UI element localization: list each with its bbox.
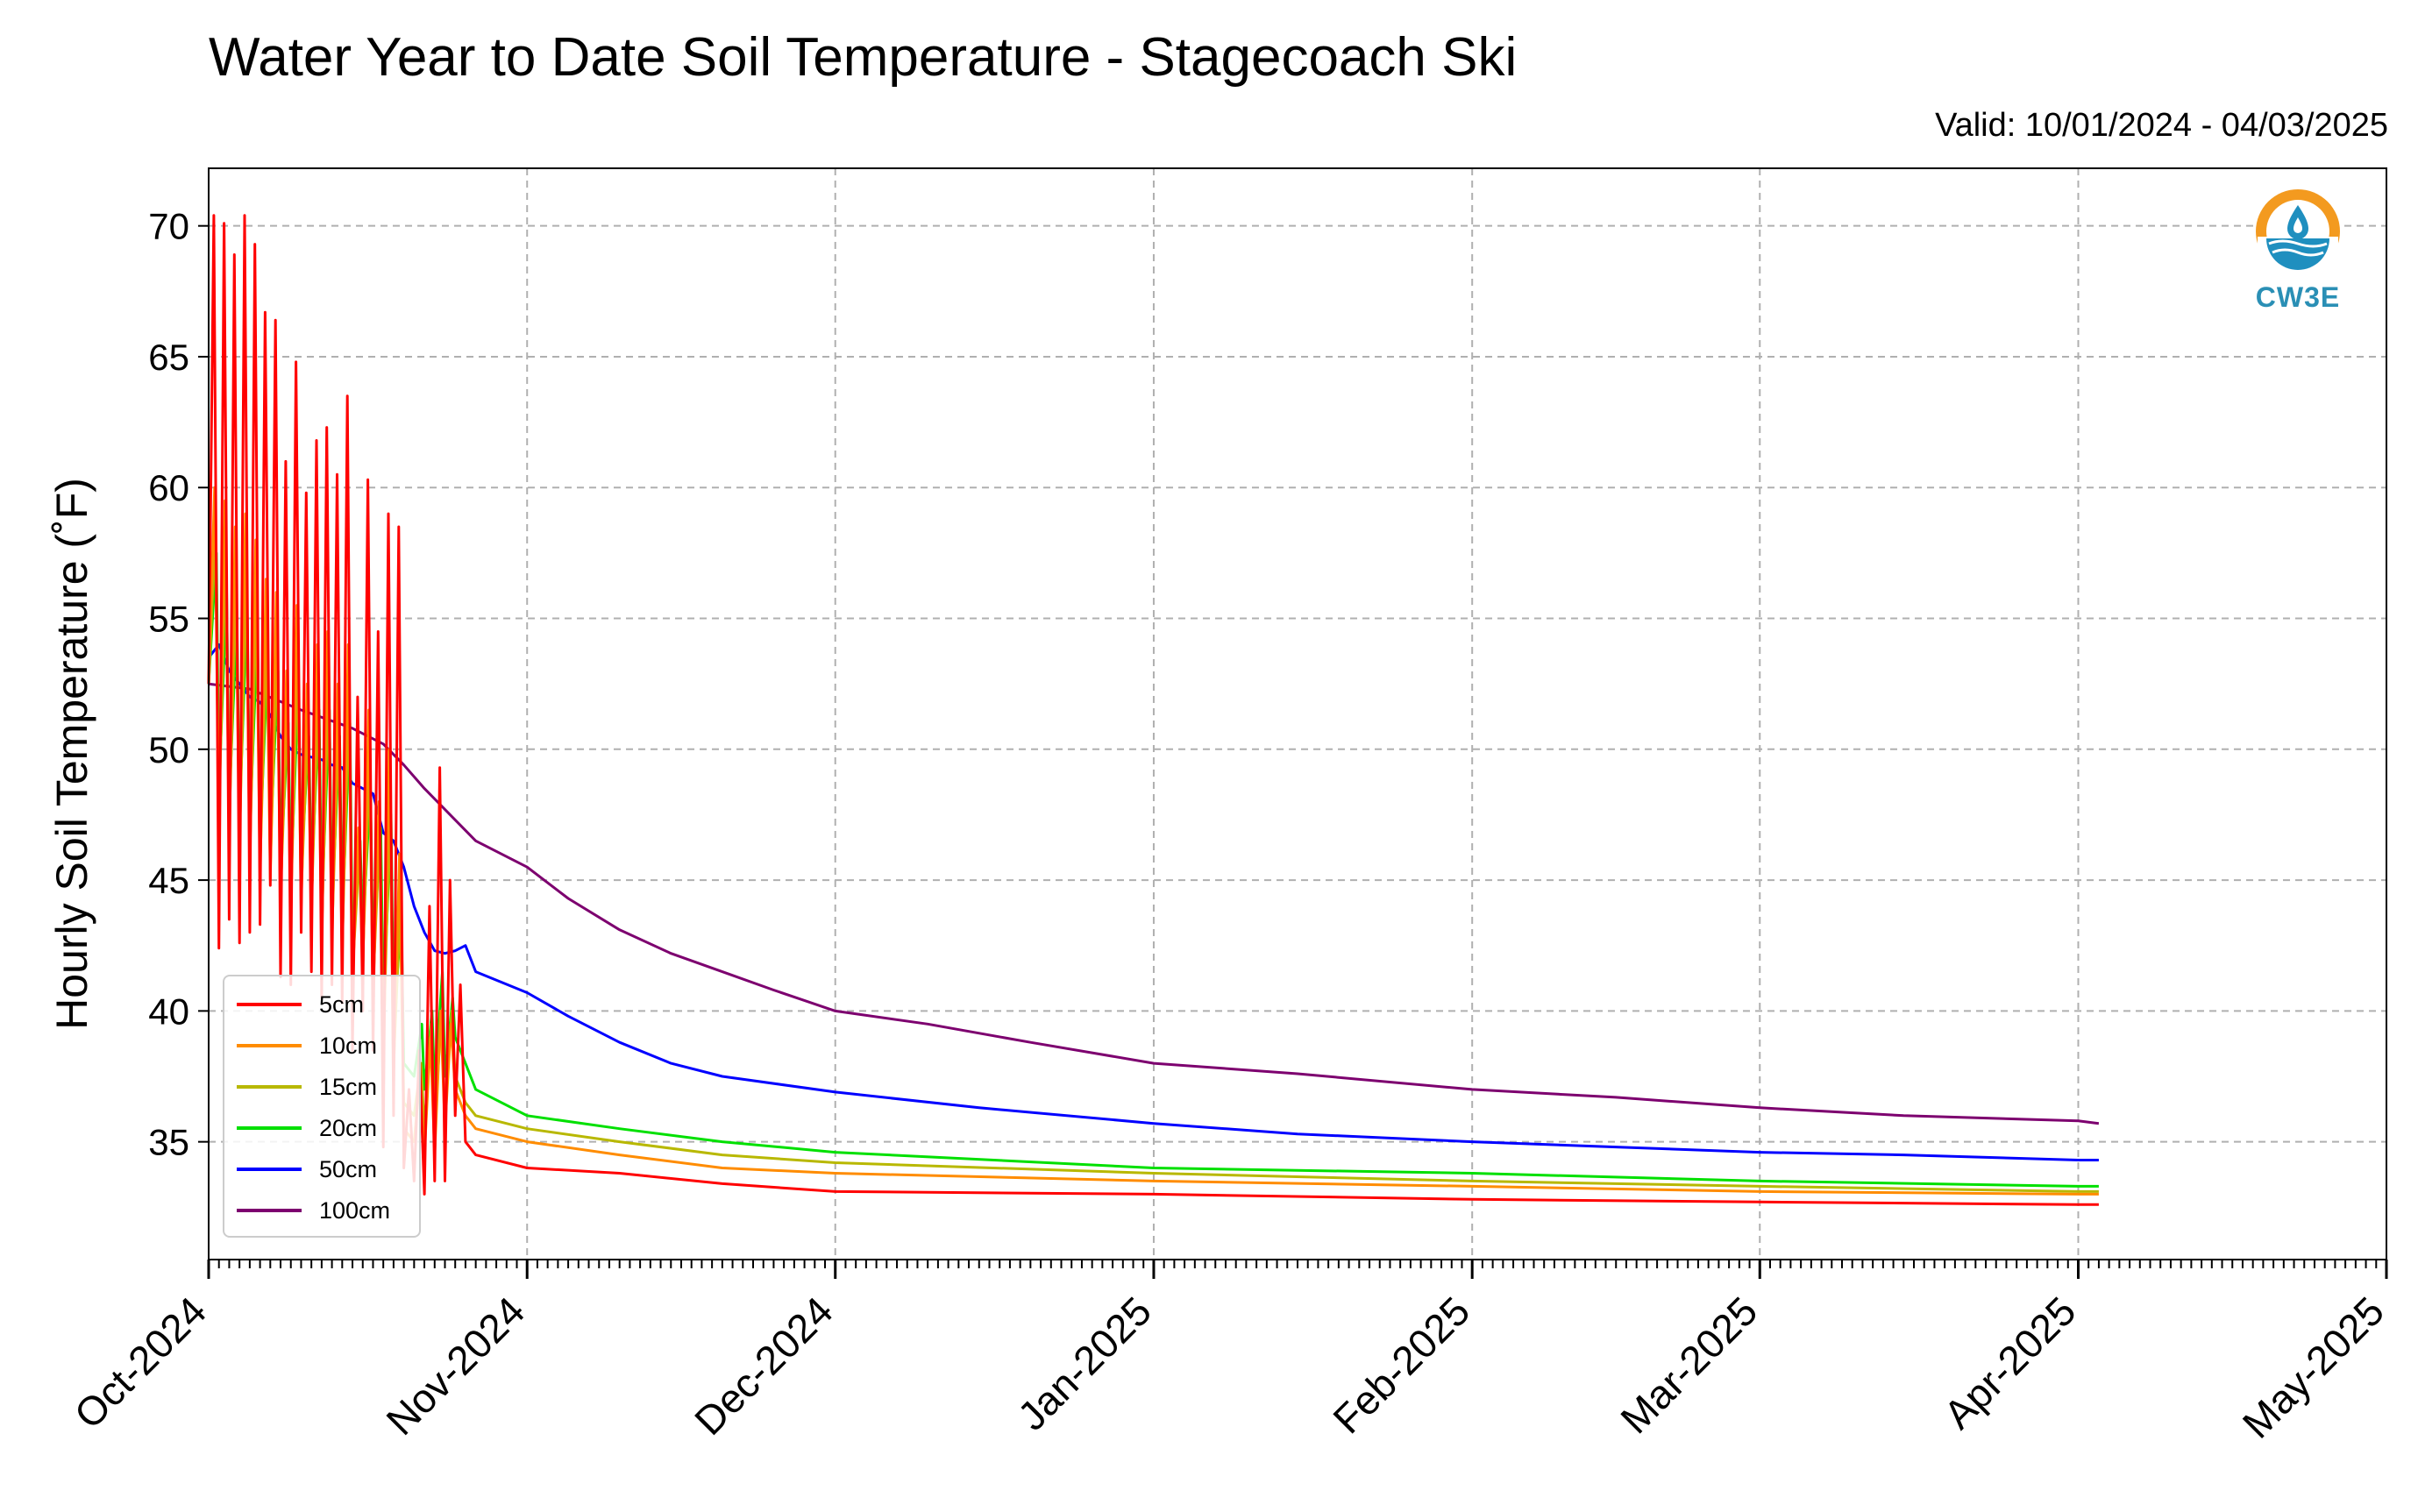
water-drop-logo-icon [2256, 189, 2340, 275]
y-tick-label: 35 [148, 1122, 189, 1163]
legend-label-20cm: 20cm [319, 1114, 378, 1141]
legend-label-50cm: 50cm [319, 1155, 378, 1182]
valid-date-range: Valid: 10/01/2024 - 04/03/2025 [1935, 107, 2388, 144]
x-tick-label: Mar-2025 [1611, 1288, 1766, 1442]
x-tick-label: Nov-2024 [377, 1288, 533, 1444]
y-tick-label: 60 [148, 467, 189, 508]
cw3e-logo: CW3E [2246, 186, 2350, 314]
legend-swatch-5cm [237, 1003, 302, 1006]
series-line-10cm [207, 486, 2099, 1196]
y-tick-label: 45 [148, 860, 189, 901]
legend-item-50cm: 50cm [237, 1152, 377, 1187]
logo-text: CW3E [2255, 281, 2341, 313]
legend-item-10cm: 10cm [237, 1028, 377, 1063]
legend-label-100cm: 100cm [319, 1196, 391, 1224]
legend-swatch-10cm [237, 1044, 302, 1047]
y-tick-label: 55 [148, 599, 189, 640]
plot-area-frame [208, 167, 2387, 1260]
x-axis-ticks: Oct-2024 Nov-2024 Dec-2024 Jan-2025 Feb-2025… [66, 1260, 2393, 1447]
y-tick-label: 50 [148, 729, 189, 770]
legend-item-15cm: 15cm [237, 1069, 377, 1104]
y-tick-label: 70 [148, 206, 189, 247]
legend: 5cm 10cm 15cm 20cm 50cm 100cm [223, 975, 421, 1238]
legend-item-20cm: 20cm [237, 1111, 377, 1146]
y-axis-label: Hourly Soil Temperature (˚F) [47, 478, 96, 1030]
x-tick-label: Jan-2025 [1009, 1288, 1160, 1438]
legend-swatch-100cm [237, 1209, 302, 1212]
legend-label-15cm: 15cm [319, 1073, 378, 1100]
legend-label-5cm: 5cm [319, 990, 365, 1018]
x-tick-label: May-2025 [2234, 1288, 2393, 1446]
legend-swatch-15cm [237, 1085, 302, 1089]
legend-swatch-20cm [237, 1126, 302, 1130]
y-tick-label: 40 [148, 990, 189, 1032]
legend-label-10cm: 10cm [319, 1032, 378, 1059]
y-axis-ticks: 35 40 45 50 55 60 65 70 [148, 206, 209, 1163]
x-tick-label: Oct-2024 [66, 1288, 216, 1437]
x-tick-label: Apr-2025 [1935, 1288, 2085, 1437]
x-tick-label: Feb-2025 [1324, 1288, 1478, 1442]
x-tick-label: Dec-2024 [686, 1288, 842, 1444]
y-tick-label: 65 [148, 337, 189, 378]
grid [209, 168, 2386, 1260]
chart-title: Water Year to Date Soil Temperature - St… [209, 27, 1518, 88]
legend-item-5cm: 5cm [237, 987, 364, 1022]
legend-item-100cm: 100cm [237, 1193, 390, 1228]
legend-swatch-50cm [237, 1168, 302, 1171]
